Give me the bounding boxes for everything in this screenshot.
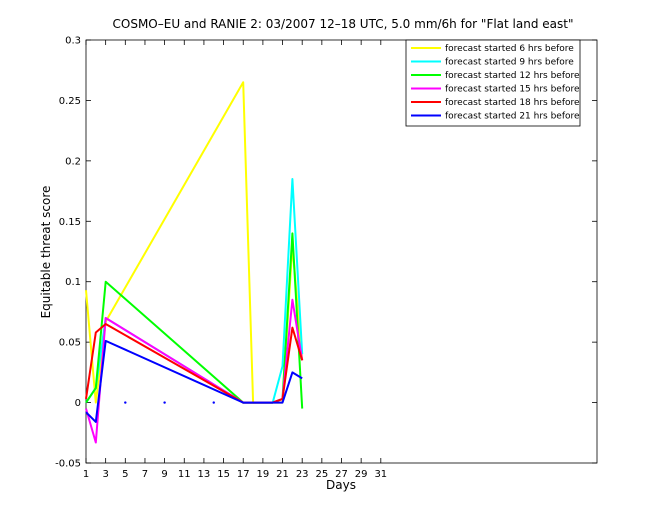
legend-label-1: forecast started 6 hrs before xyxy=(445,44,574,54)
legend-label-2: forecast started 9 hrs before xyxy=(445,58,574,68)
x-tick-label: 31 xyxy=(374,469,387,480)
legend-label-4: forecast started 15 hrs before xyxy=(445,85,580,95)
y-tick-label: 0.3 xyxy=(65,36,81,47)
chart-title: COSMO–EU and RANIE 2: 03/2007 12–18 UTC,… xyxy=(113,17,574,31)
data-point xyxy=(212,401,215,404)
x-tick-label: 9 xyxy=(161,469,167,480)
legend: forecast started 6 hrs before forecast st… xyxy=(405,39,581,127)
legend-box xyxy=(405,39,581,127)
x-tick-label: 29 xyxy=(355,469,368,480)
series-lines xyxy=(85,81,304,444)
y-tick-label: 0.2 xyxy=(65,156,81,167)
legend-label-3: forecast started 12 hrs before xyxy=(445,71,580,81)
x-axis: 1 3 5 7 9 11 13 15 17 19 21 23 25 27 29 31 xyxy=(83,40,387,480)
isolated-points xyxy=(124,401,215,404)
x-tick-label: 25 xyxy=(315,469,328,480)
series-line-6 xyxy=(85,339,303,423)
x-tick-label: 15 xyxy=(217,469,230,480)
y-tick-label: -0.05 xyxy=(55,459,81,470)
y-axis-label: Equitable threat score xyxy=(39,186,53,319)
y-tick-label: 0 xyxy=(75,398,81,409)
y-tick-label: 0.1 xyxy=(65,277,81,288)
x-tick-label: 11 xyxy=(178,469,191,480)
y-tick-label: 0.25 xyxy=(59,96,81,107)
data-point xyxy=(163,401,166,404)
x-tick-label: 19 xyxy=(257,469,270,480)
x-tick-label: 3 xyxy=(102,469,108,480)
x-tick-label: 13 xyxy=(198,469,211,480)
data-point xyxy=(124,401,127,404)
x-axis-label: Days xyxy=(326,478,356,492)
x-tick-label: 27 xyxy=(335,469,348,480)
x-tick-label: 21 xyxy=(276,469,289,480)
x-tick-label: 1 xyxy=(83,469,89,480)
y-tick-label: 0.15 xyxy=(59,217,81,228)
x-tick-label: 17 xyxy=(237,469,250,480)
y-axis: -0.05 0 0.05 0.1 0.15 0.2 0.25 0.3 xyxy=(55,36,597,470)
x-tick-label: 7 xyxy=(142,469,148,480)
legend-label-6: forecast started 21 hrs before xyxy=(445,112,580,122)
legend-label-5: forecast started 18 hrs before xyxy=(445,98,580,108)
x-tick-label: 23 xyxy=(296,469,309,480)
y-tick-label: 0.05 xyxy=(59,338,81,349)
x-tick-label: 5 xyxy=(122,469,128,480)
